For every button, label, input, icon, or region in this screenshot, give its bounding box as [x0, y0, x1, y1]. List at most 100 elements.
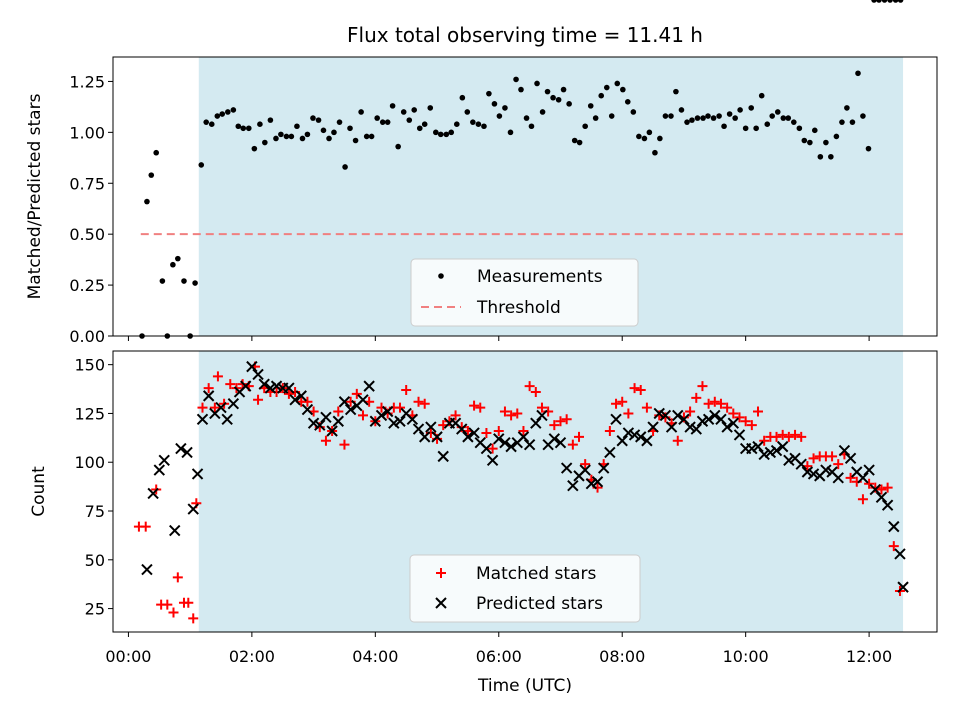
measurement-point [273, 135, 279, 142]
measurement-point [459, 94, 466, 101]
matched-star-point [450, 410, 461, 421]
predicted-star-point [412, 423, 425, 435]
matched-star-point [753, 406, 764, 417]
predicted-star-point [283, 382, 295, 394]
predicted-star-point [897, 581, 909, 593]
matched-star-point [746, 420, 757, 431]
measurement-point [587, 103, 594, 109]
predicted-star-point [147, 487, 159, 500]
measurement-point [304, 131, 311, 138]
measurement-point [753, 125, 759, 132]
predicted-star-point [338, 396, 351, 408]
measurement-point [855, 70, 861, 77]
predicted-star-point [252, 368, 264, 381]
measurement-point [267, 117, 274, 123]
measurement-point [352, 137, 359, 144]
measurement-point [262, 139, 268, 146]
measurement-point [860, 113, 866, 119]
legend-box [409, 554, 641, 623]
measurement-point [646, 129, 653, 136]
matched-star-point [672, 435, 683, 446]
legend-predicted-label: Predicted stars [476, 594, 603, 614]
predicted-star-point [381, 405, 394, 418]
predicted-star-point [554, 437, 567, 449]
measurement-point [225, 109, 231, 115]
y-tick-label: 1.00 [69, 123, 105, 142]
matched-star-point [623, 408, 634, 419]
measurement-point [342, 164, 348, 170]
legend-matched-marker [436, 568, 446, 578]
measurement-point [245, 125, 252, 132]
measurement-point [433, 129, 439, 136]
y-tick-label: 25 [85, 600, 105, 619]
predicted-star-point [181, 446, 193, 459]
predicted-star-point [888, 520, 900, 533]
predicted-star-point [709, 409, 721, 422]
measurement-point [144, 198, 150, 205]
measurement-point [550, 94, 556, 101]
measurement-point [758, 92, 765, 99]
matched-star-point [395, 402, 406, 413]
x-tick-label: 00:00 [105, 647, 151, 666]
predicted-star-point [560, 462, 573, 474]
matched-star-point [796, 431, 807, 442]
matched-star-point [524, 381, 535, 392]
matched-star-point [283, 388, 294, 399]
top-axes-frame [112, 56, 938, 337]
measurement-point [700, 115, 706, 121]
measurement-point [534, 80, 540, 87]
measurement-point [598, 92, 605, 99]
x-tick-label: 10:00 [723, 647, 769, 666]
measurement-point [636, 133, 642, 140]
matched-star-point [876, 484, 887, 495]
predicted-star-point [437, 450, 449, 463]
measurement-point [833, 133, 840, 140]
predicted-star-point [289, 394, 301, 406]
matched-star-point [530, 386, 541, 397]
y-tick-label: 0.50 [69, 225, 105, 244]
matched-star-point [172, 572, 183, 583]
measurement-point [807, 139, 813, 146]
measurement-point [257, 121, 263, 128]
measurement-point [453, 121, 460, 128]
y-tick-label: 0.00 [69, 327, 105, 346]
predicted-star-point [702, 413, 715, 426]
y-tick-label: 50 [85, 551, 105, 570]
measurement-point [871, 0, 877, 3]
y-tick-label: 75 [85, 502, 105, 521]
predicted-star-point [635, 431, 647, 443]
predicted-star-point [517, 431, 530, 443]
predicted-star-point [622, 427, 635, 439]
matched-star-point [685, 406, 696, 417]
predicted-star-point [141, 563, 153, 576]
predicted-star-point [468, 427, 480, 439]
predicted-star-point [196, 413, 209, 426]
measurement-point [389, 103, 396, 109]
predicted-star-point [431, 431, 443, 443]
measurement-point [331, 129, 337, 136]
predicted-star-point [653, 407, 665, 420]
measurement-point [507, 129, 514, 136]
matched-star-point [253, 394, 264, 405]
measurement-point [315, 117, 322, 123]
legend-threshold-label: Threshold [476, 298, 561, 318]
measurement-point [897, 0, 904, 3]
measurement-point [203, 119, 210, 125]
measurement-point [502, 105, 508, 111]
matched-star-point [715, 398, 726, 409]
predicted-star-point [239, 380, 252, 392]
predicted-star-point [628, 429, 641, 441]
matched-star-point [857, 494, 868, 505]
predicted-star-point [807, 468, 820, 480]
predicted-star-point [406, 413, 419, 426]
measurement-point [198, 162, 205, 168]
predicted-star-point [820, 464, 832, 476]
predicted-star-point [536, 409, 548, 422]
measurement-point [411, 107, 418, 113]
matched-star-point [536, 402, 547, 413]
measurement-point [481, 123, 487, 130]
predicted-star-point [456, 423, 468, 435]
predicted-star-point [191, 468, 204, 480]
predicted-star-point [425, 421, 437, 433]
predicted-star-point [665, 421, 678, 433]
